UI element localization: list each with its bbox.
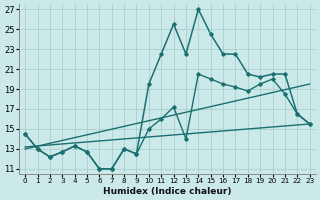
X-axis label: Humidex (Indice chaleur): Humidex (Indice chaleur) (103, 187, 232, 196)
